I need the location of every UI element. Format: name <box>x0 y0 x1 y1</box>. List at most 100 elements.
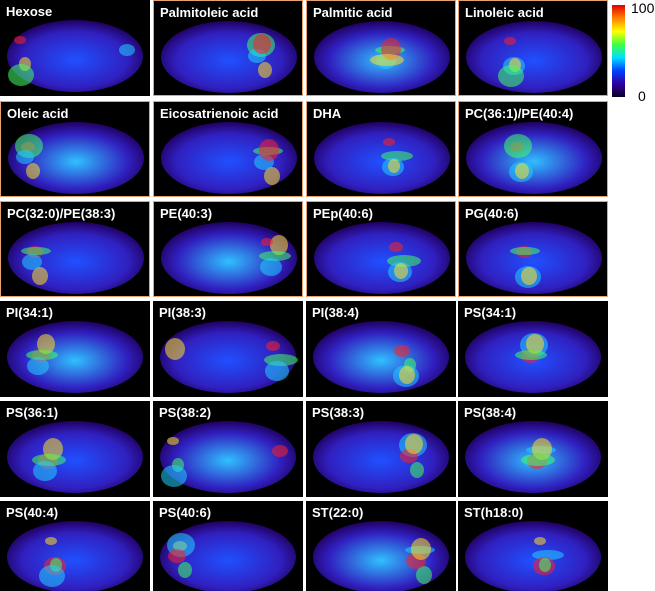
signal-region <box>515 350 547 360</box>
panel-label: PS(38:4) <box>464 405 517 420</box>
panel-label: Palmitic acid <box>313 5 393 20</box>
signal-region <box>399 366 415 384</box>
tissue <box>466 122 602 194</box>
tissue-image <box>7 321 143 393</box>
tissue-image <box>466 122 602 194</box>
tissue <box>7 521 143 591</box>
image-panel: PI(34:1) <box>0 301 150 397</box>
signal-region <box>539 558 551 572</box>
signal-region <box>165 338 185 360</box>
image-panel: PE(40:3) <box>153 201 303 297</box>
tissue-image <box>313 321 449 393</box>
signal-region <box>389 242 403 252</box>
image-panel: PC(36:1)/PE(40:4) <box>458 101 608 197</box>
signal-region <box>370 54 404 66</box>
panel-label: PE(40:3) <box>160 206 213 221</box>
tissue <box>160 421 296 493</box>
signal-region <box>521 267 537 285</box>
panel-label: PC(36:1)/PE(40:4) <box>465 106 574 121</box>
tissue <box>313 521 449 591</box>
tissue-image <box>313 421 449 493</box>
panel-label: Hexose <box>6 4 53 19</box>
signal-region <box>416 566 432 584</box>
image-panel: Palmitoleic acid <box>153 0 303 96</box>
signal-region <box>258 62 272 78</box>
panel-label: PI(38:3) <box>159 305 206 320</box>
panel-label: Oleic acid <box>7 106 69 121</box>
image-panel: PI(38:4) <box>306 301 456 397</box>
signal-region <box>45 537 57 545</box>
image-panel: Linoleic acid <box>458 0 608 96</box>
panel-label: PI(34:1) <box>6 305 53 320</box>
panel-label: Palmitoleic acid <box>160 5 259 20</box>
signal-region <box>388 159 400 173</box>
signal-region <box>22 254 42 270</box>
signal-region <box>510 247 540 255</box>
signal-region <box>39 565 65 587</box>
signal-region <box>27 357 49 375</box>
tissue-image <box>160 521 296 591</box>
signal-region <box>405 434 423 454</box>
tissue-image <box>160 421 296 493</box>
signal-region <box>26 350 58 360</box>
colorbar-max-label: 100 <box>631 0 655 16</box>
tissue <box>160 321 296 393</box>
image-panel: PC(32:0)/PE(38:3) <box>0 201 150 297</box>
signal-region <box>383 138 395 146</box>
signal-region <box>504 134 532 158</box>
signal-region <box>411 538 431 560</box>
signal-region <box>178 562 192 578</box>
signal-region <box>260 258 282 276</box>
signal-region <box>167 437 179 445</box>
tissue-image <box>161 222 297 294</box>
signal-region <box>21 247 51 255</box>
image-panel: Hexose <box>0 0 150 96</box>
signal-region <box>394 345 410 357</box>
image-panel: PEp(40:6) <box>306 201 456 297</box>
tissue <box>466 222 602 294</box>
tissue-image <box>7 20 143 92</box>
signal-region <box>410 462 424 478</box>
tissue-image <box>314 122 450 194</box>
signal-region <box>264 167 280 185</box>
tissue-image <box>7 521 143 591</box>
image-panel: PS(38:2) <box>153 401 303 497</box>
signal-region <box>37 334 55 354</box>
signal-region <box>32 267 48 285</box>
tissue-image <box>466 21 602 93</box>
signal-region <box>168 549 186 563</box>
panel-label: ST(h18:0) <box>464 505 524 520</box>
signal-region <box>515 163 529 179</box>
signal-region <box>270 235 288 255</box>
tissue-image <box>314 222 450 294</box>
tissue <box>8 122 144 194</box>
panel-label: PS(38:3) <box>312 405 365 420</box>
panel-label: PS(40:4) <box>6 505 59 520</box>
tissue <box>314 122 450 194</box>
signal-region <box>119 44 135 56</box>
panel-label: DHA <box>313 106 342 121</box>
tissue-image <box>313 521 449 591</box>
image-panel: ST(h18:0) <box>458 501 608 591</box>
image-panel: PS(34:1) <box>458 301 608 397</box>
signal-region <box>261 238 273 246</box>
panel-label: Linoleic acid <box>465 5 544 20</box>
signal-region <box>265 361 289 381</box>
signal-region <box>259 251 291 261</box>
tissue-image <box>8 122 144 194</box>
tissue <box>7 421 143 493</box>
image-panel: Oleic acid <box>0 101 150 197</box>
signal-region <box>394 263 408 279</box>
tissue <box>161 122 297 194</box>
tissue-image <box>160 321 298 393</box>
image-panel: PS(40:4) <box>0 501 150 591</box>
signal-region <box>161 465 187 487</box>
panel-label: Eicosatrienoic acid <box>160 106 279 121</box>
signal-region <box>521 454 555 466</box>
signal-region <box>526 334 544 354</box>
signal-region <box>26 163 40 179</box>
signal-region <box>532 550 564 560</box>
image-panel: PI(38:3) <box>153 301 303 397</box>
signal-region <box>33 461 57 481</box>
